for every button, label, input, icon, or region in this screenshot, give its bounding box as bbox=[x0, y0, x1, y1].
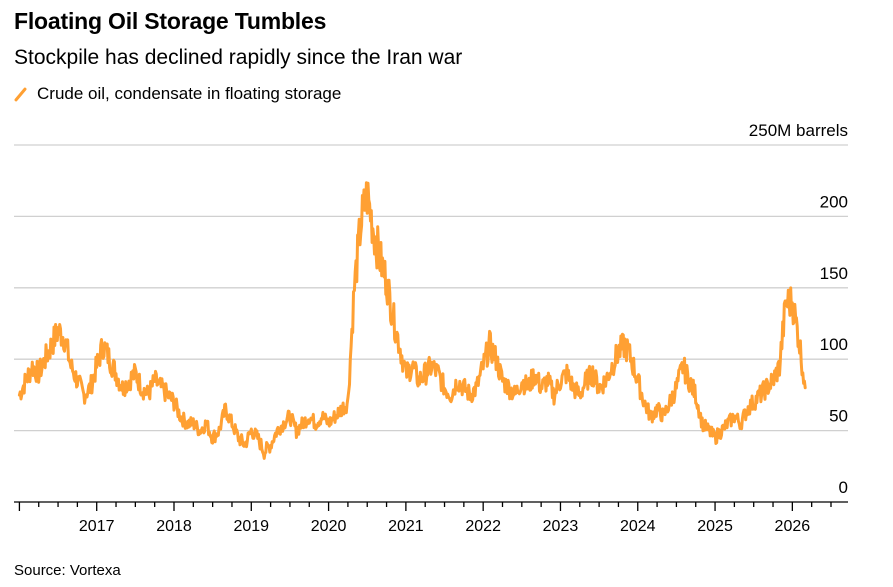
series-layer bbox=[17, 181, 807, 460]
x-tick-label: 2018 bbox=[156, 518, 192, 535]
series-line-floating-storage bbox=[17, 181, 807, 460]
x-tick-label: 2022 bbox=[465, 518, 501, 535]
x-tick-label: 2023 bbox=[543, 518, 579, 535]
y-tick-label: 100 bbox=[820, 335, 848, 354]
legend-label: Crude oil, condensate in floating storag… bbox=[37, 84, 342, 103]
y-axis-labels: 250M barrels 200 150 100 50 0 bbox=[749, 121, 848, 497]
x-tick-label: 2019 bbox=[233, 518, 269, 535]
x-tick-label: 2025 bbox=[697, 518, 733, 535]
y-tick-label: 0 bbox=[839, 478, 848, 497]
y-tick-label: 50 bbox=[829, 407, 848, 426]
x-tick-label: 2026 bbox=[775, 518, 811, 535]
x-tick-label: 2021 bbox=[388, 518, 424, 535]
y-tick-label: 200 bbox=[820, 192, 848, 211]
source-note: Source: Vortexa bbox=[14, 562, 121, 579]
x-tick-label: 2024 bbox=[620, 518, 656, 535]
chart-title: Floating Oil Storage Tumbles bbox=[14, 8, 327, 34]
y-tick-label: 150 bbox=[820, 264, 848, 283]
y-tick-label: 250M barrels bbox=[749, 121, 848, 140]
chart-subtitle: Stockpile has declined rapidly since the… bbox=[14, 46, 463, 69]
x-tick-label: 2017 bbox=[79, 518, 115, 535]
x-tick-label: 2020 bbox=[311, 518, 347, 535]
legend: Crude oil, condensate in floating storag… bbox=[14, 84, 341, 104]
x-axis-labels: 2017 2018 2019 2020 2021 2022 2023 2024 2025 2026 bbox=[79, 518, 810, 535]
x-axis bbox=[14, 501, 848, 511]
